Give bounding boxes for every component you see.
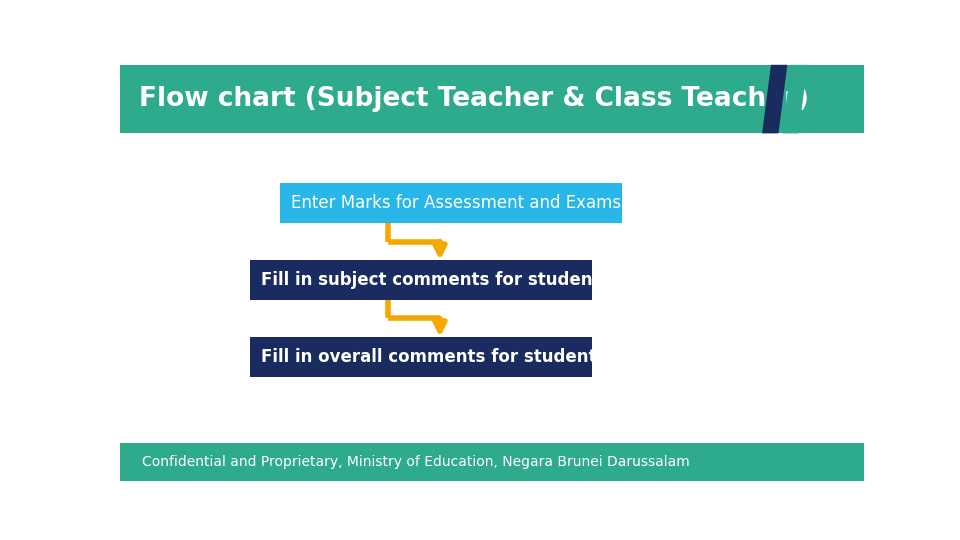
Bar [251, 337, 592, 377]
Polygon shape [782, 65, 807, 133]
Text: Flow chart (Subject Teacher & Class Teacher): Flow chart (Subject Teacher & Class Teac… [138, 86, 808, 112]
Text: Enter Marks for Assessment and Exams: Enter Marks for Assessment and Exams [291, 194, 621, 212]
Polygon shape [762, 65, 787, 133]
Text: Confidential and Proprietary, Ministry of Education, Negara Brunei Darussalam: Confidential and Proprietary, Ministry o… [142, 455, 690, 469]
Text: Fill in subject comments for students: Fill in subject comments for students [261, 271, 611, 289]
Bar [120, 65, 864, 133]
Text: Fill in overall comments for students: Fill in overall comments for students [261, 348, 607, 366]
Bar [251, 260, 592, 300]
Bar [280, 183, 622, 223]
Bar [120, 443, 864, 481]
